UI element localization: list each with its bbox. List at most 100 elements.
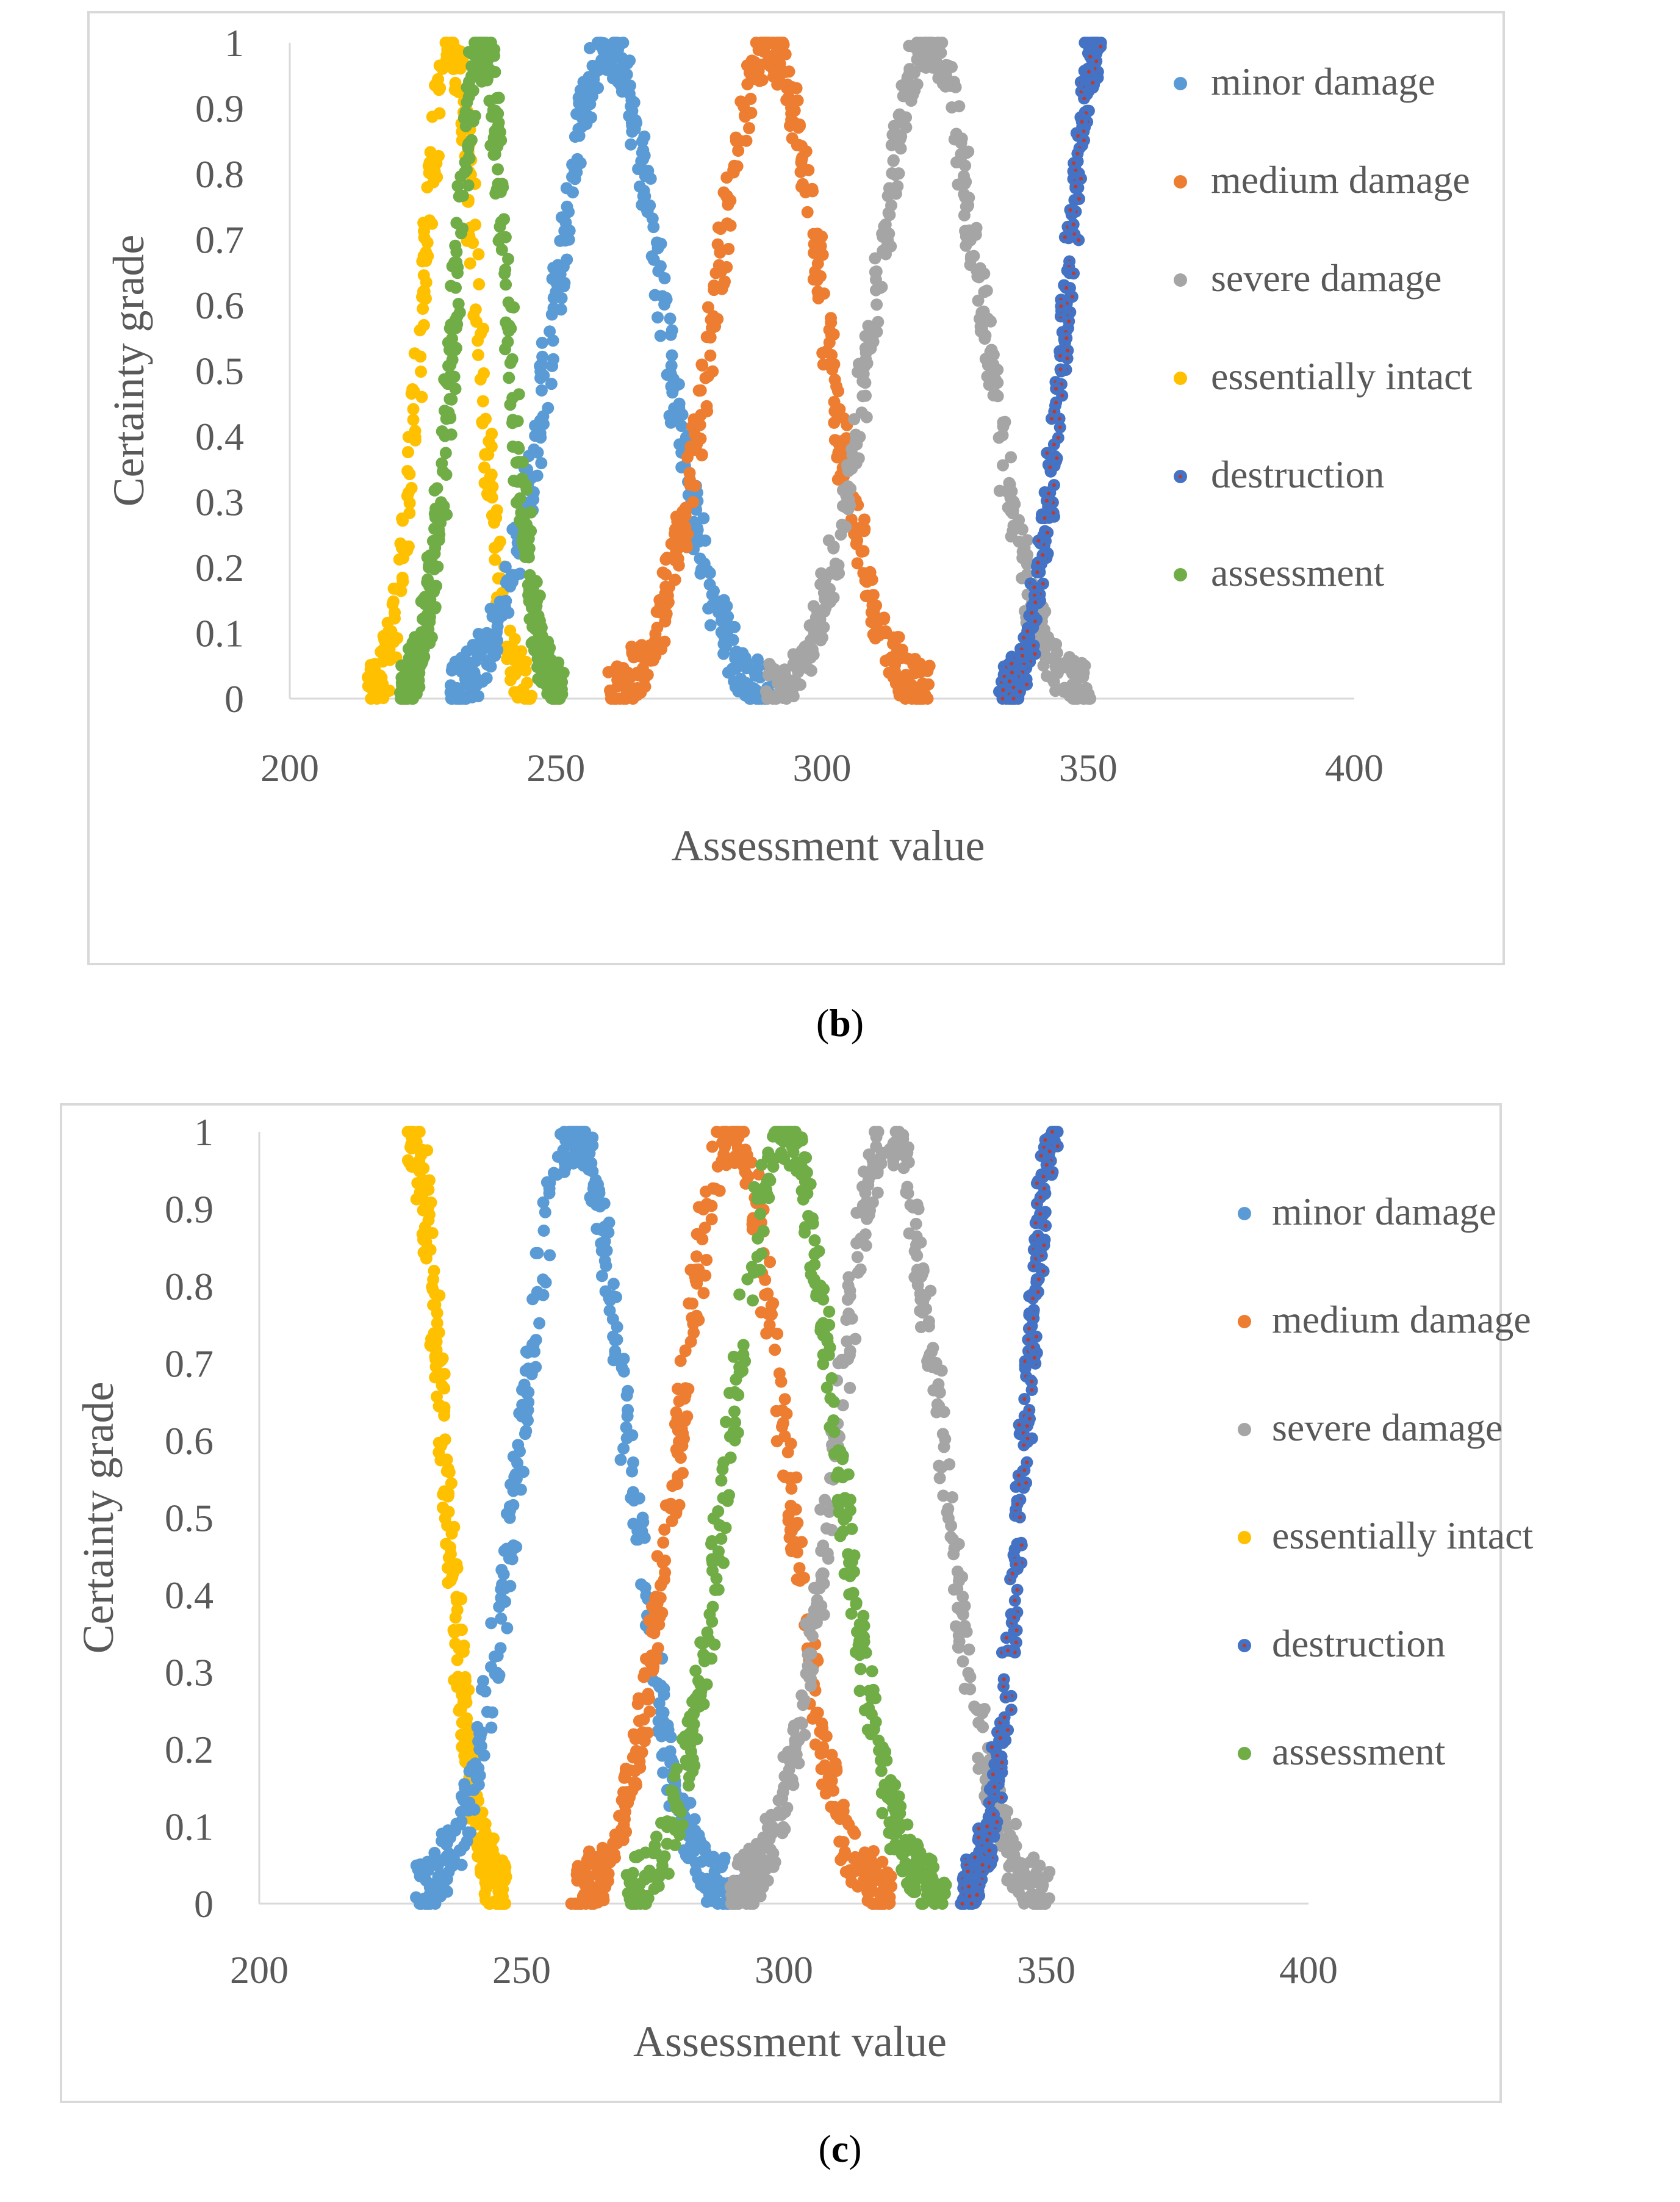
data-point (774, 46, 786, 58)
data-point (654, 329, 667, 342)
data-point (569, 1144, 582, 1157)
data-point (1004, 1858, 1017, 1871)
data-point (974, 312, 986, 325)
data-point (665, 359, 678, 372)
data-point (654, 1591, 667, 1604)
data-point (536, 336, 548, 349)
data-point-marker (1022, 636, 1026, 639)
data-point (758, 1865, 770, 1878)
data-point (769, 1344, 781, 1356)
data-point-marker (1044, 498, 1049, 503)
data-point (789, 1734, 802, 1747)
data-point-marker (1045, 451, 1049, 455)
data-point (859, 1228, 872, 1241)
data-point (637, 144, 650, 157)
data-point-marker (1035, 1181, 1039, 1186)
data-point (652, 311, 664, 324)
data-point (691, 1837, 703, 1850)
data-point-marker (1010, 661, 1014, 666)
data-point (850, 453, 863, 466)
data-point (387, 595, 400, 608)
data-point (503, 1552, 515, 1565)
data-point (755, 59, 767, 71)
data-point (946, 101, 958, 113)
data-point (681, 451, 694, 464)
data-point (724, 194, 737, 207)
data-point (811, 274, 824, 287)
data-point (806, 1630, 819, 1643)
y-tick-label: 0.2 (195, 546, 244, 589)
data-point-marker (1021, 653, 1024, 658)
data-point (462, 90, 475, 103)
data-point (429, 580, 442, 592)
data-point (490, 627, 503, 639)
data-point (555, 292, 568, 304)
data-point (1066, 678, 1079, 691)
data-point (652, 1642, 664, 1655)
data-point (751, 653, 764, 666)
data-point-marker (1066, 348, 1070, 353)
data-point (828, 358, 841, 370)
data-point-marker (1032, 1264, 1036, 1268)
data-point (393, 553, 406, 566)
data-point (476, 37, 488, 49)
data-point (1007, 504, 1019, 517)
data-point (456, 189, 469, 202)
y-tick-label: 0.2 (165, 1728, 214, 1771)
y-tick-label: 0 (194, 1882, 214, 1926)
data-point-marker (1048, 465, 1052, 469)
data-point (506, 414, 519, 426)
data-point (703, 1855, 716, 1868)
data-point (487, 650, 499, 663)
data-point (794, 1574, 806, 1587)
data-point-marker (1014, 1562, 1018, 1566)
data-point (480, 672, 493, 685)
data-point (724, 219, 737, 232)
data-point-marker (1035, 570, 1039, 574)
data-point (891, 136, 904, 149)
data-point (639, 190, 652, 203)
data-point-marker (1009, 1708, 1013, 1712)
data-point (947, 1548, 960, 1561)
data-point (584, 1191, 597, 1204)
data-point (851, 1251, 864, 1264)
data-point (1001, 1805, 1014, 1818)
data-point (489, 148, 501, 160)
y-tick-label: 0.8 (165, 1265, 214, 1308)
data-point (680, 1849, 692, 1862)
data-point-marker (1002, 1677, 1006, 1682)
data-point (477, 1868, 490, 1881)
data-point (842, 503, 855, 516)
data-point (466, 691, 478, 703)
data-point (397, 575, 409, 588)
legend-marker-minor (1174, 77, 1187, 90)
data-point-marker (1063, 235, 1067, 239)
data-point (493, 135, 506, 148)
data-point (492, 163, 504, 176)
data-point (978, 267, 991, 280)
data-point (469, 303, 482, 316)
data-point (526, 615, 539, 628)
data-point (499, 231, 512, 243)
data-point (470, 315, 483, 328)
data-point (452, 693, 465, 705)
data-point (952, 1602, 964, 1614)
legend-marker-intact (1174, 372, 1187, 385)
data-point (539, 1276, 552, 1289)
data-point (641, 669, 654, 681)
data-point-marker (1080, 120, 1084, 124)
data-point (487, 639, 500, 652)
series-medium (602, 37, 936, 705)
data-point (702, 370, 714, 383)
data-point (726, 663, 739, 675)
data-point (472, 348, 484, 361)
data-point (441, 1519, 454, 1532)
data-point (417, 217, 430, 229)
data-point (625, 138, 637, 151)
data-point (658, 1524, 671, 1536)
data-point (629, 114, 642, 127)
data-point (424, 1243, 437, 1256)
data-point (613, 671, 626, 683)
data-point (608, 62, 621, 75)
data-point (828, 1801, 841, 1813)
